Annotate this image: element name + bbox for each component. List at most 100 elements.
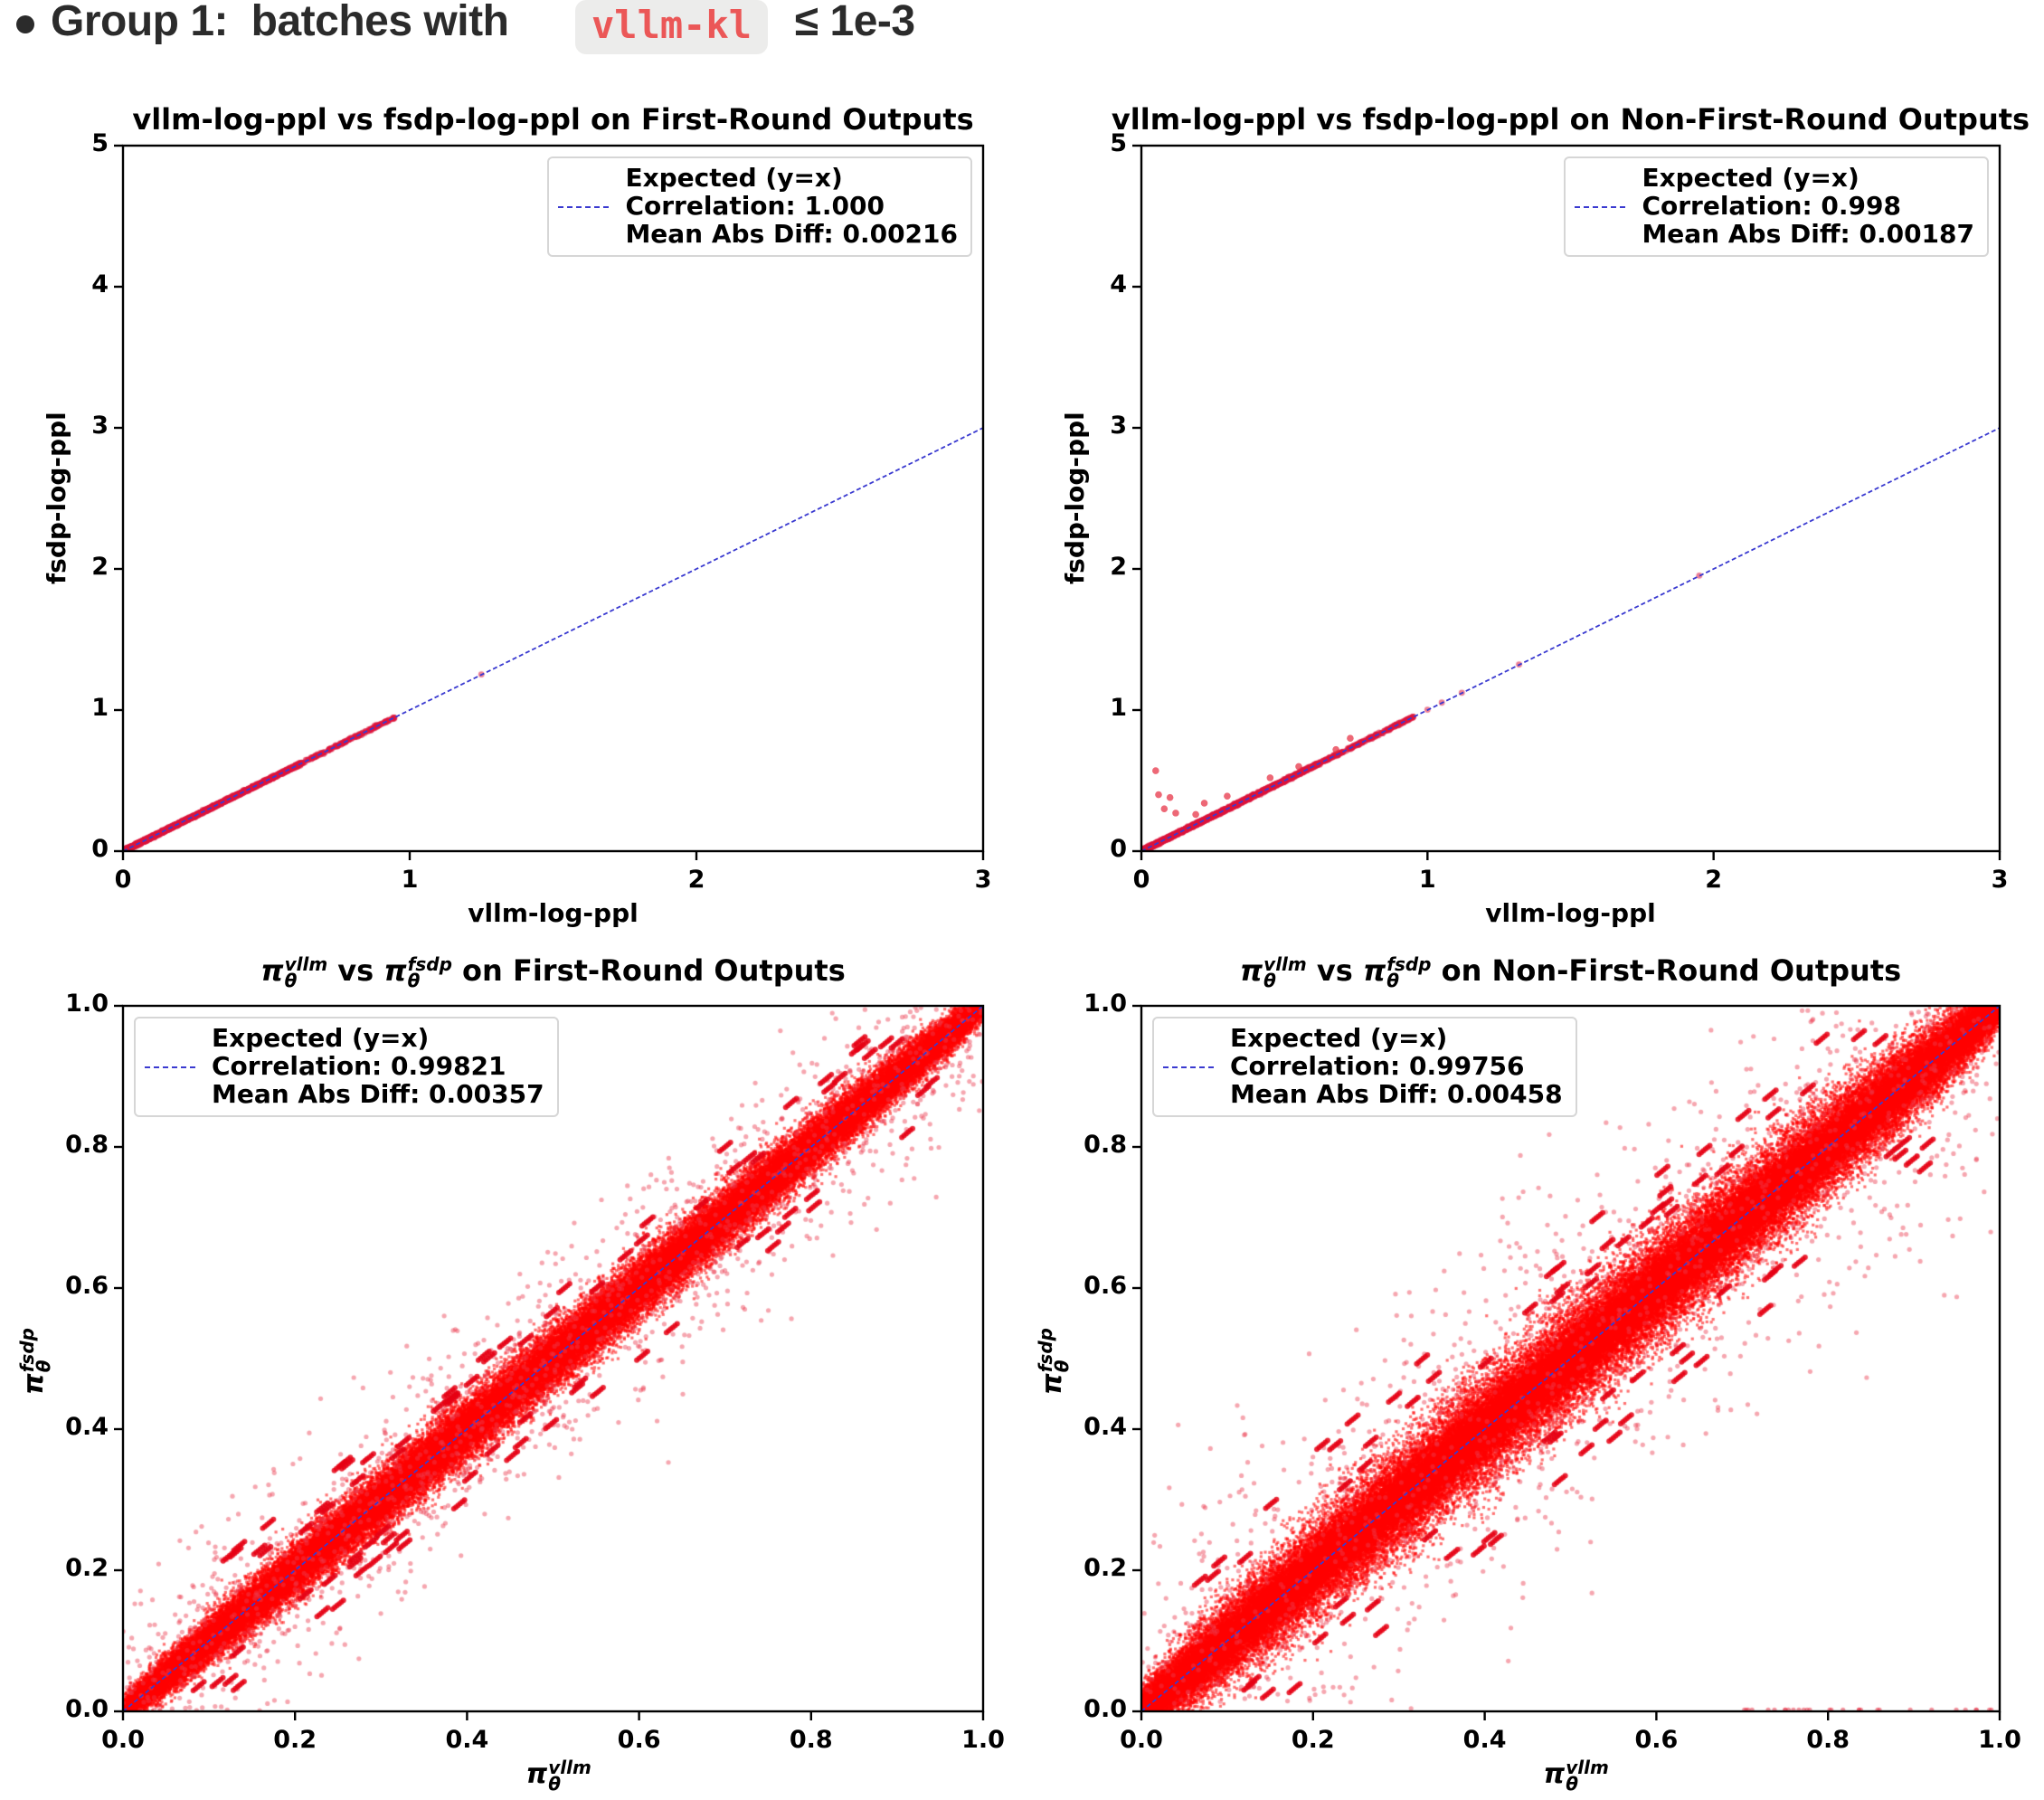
chart-ppl-first-round: 0 1 2 3 0 1 2 3 4 5 vllm-log-ppl vs fsdp-log-ppl o… [42,102,991,928]
math-subscript: θ [1386,970,1399,991]
x-tick-label: 0.6 [617,1726,661,1754]
legend-dashed-line-icon [1163,1066,1214,1068]
legend-entry: Mean Abs Diff: 0.00458 [1230,1079,1563,1109]
legend-entry: Expected (y=x) [1230,1023,1448,1053]
math-subscript: θ [548,1772,561,1795]
section-header: Group 1: batches with vllm-kl ≤ 1e-3 [0,0,2044,63]
math-pi: π [18,1373,50,1395]
y-axis-label: fsdp-log-ppl [1060,412,1090,584]
x-tick-label: 0.0 [101,1726,145,1754]
math-superscript: vllm [548,1756,591,1778]
x-tick-label: 0.6 [1634,1726,1679,1754]
bullet-dot-icon [16,15,34,33]
y-tick-label: 0.6 [65,1272,109,1300]
math-pi: π [1543,1758,1566,1790]
y-tick-label: 1 [1110,694,1127,722]
y-tick-label: 0 [91,835,109,863]
x-tick-label: 0.2 [1291,1726,1335,1754]
plot-frame [121,144,985,853]
x-tick-label: 0.8 [1806,1726,1850,1754]
x-tick-label: 1.0 [961,1726,1005,1754]
legend-entry: Expected (y=x) [212,1023,430,1053]
y-tick-label: 0.2 [65,1554,109,1582]
y-tick-label: 3 [1110,412,1127,440]
expected-reference-line [1140,1005,2001,1712]
y-axis-label: π fsdp θ [16,1328,54,1395]
chart-title: π vllm θ vs π fsdp θ on First-Round Outputs [260,953,845,991]
header-prefix: Group 1: batches with [51,0,521,45]
math-pi: π [1362,953,1386,988]
math-pi: π [1036,1373,1068,1395]
y-tick-label: 0.6 [1084,1272,1127,1300]
y-axis-label: fsdp-log-ppl [42,412,71,584]
chart-ppl-non-first-round: 0 1 2 3 0 1 2 3 4 5 vllm-log-ppl vs fsdp-log-ppl o… [1060,102,2030,928]
y-tick-label: 1.0 [65,990,109,1018]
y-tick-label: 4 [1110,270,1127,298]
scatter-outlier-point [1224,792,1231,800]
y-tick-label: 0.8 [1084,1131,1127,1159]
x-tick-label: 1.0 [1978,1726,2021,1754]
scatter-outlier-point [1200,800,1208,807]
y-tick-label: 3 [91,412,109,440]
x-tick-label: 2 [687,866,705,894]
chart-legend: Expected (y=x) Correlation: 0.99821 Mean A… [134,1017,559,1117]
legend-entry: Expected (y=x) [1642,163,1859,193]
legend-entry: Mean Abs Diff: 0.00357 [212,1079,544,1109]
y-tick-label: 0.4 [1084,1413,1127,1441]
legend-entry: Mean Abs Diff: 0.00216 [625,219,958,249]
scatter-outlier-point [1347,734,1354,742]
legend-entry: Correlation: 0.99756 [1230,1051,1525,1081]
y-tick-label: 5 [1110,129,1127,157]
chart-title: vllm-log-ppl vs fsdp-log-ppl on Non-Firs… [1111,102,2030,137]
inline-code-badge: vllm-kl [575,0,769,54]
math-superscript: fsdp [407,953,452,975]
math-superscript: vllm [1566,1756,1609,1778]
scatter-outlier-point [1160,805,1169,812]
scatter-outlier-point [1295,763,1302,771]
x-axis-label: vllm-log-ppl [1485,898,1656,928]
title-text: vs [1306,953,1363,988]
math-pi: π [1239,953,1263,988]
scatter-outlier-point [1332,745,1339,753]
x-tick-label: 2 [1705,866,1723,894]
math-pi: π [260,953,284,988]
y-tick-label: 0.4 [65,1413,109,1441]
x-tick-label: 0.2 [273,1726,317,1754]
y-tick-label: 0.2 [1084,1554,1127,1582]
title-text: on Non-First-Round Outputs [1431,953,1902,988]
math-superscript: vllm [1263,953,1307,975]
chart-legend: Expected (y=x) Correlation: 0.99756 Mean A… [1152,1017,1577,1117]
scatter-outlier-point [1152,767,1159,774]
x-tick-label: 0 [114,866,132,894]
y-tick-label: 0.0 [1084,1695,1127,1723]
legend-entry: Mean Abs Diff: 0.00187 [1642,219,1974,249]
math-subscript: θ [1566,1772,1578,1795]
header-suffix: ≤ 1e-3 [783,0,915,45]
legend-entry: Expected (y=x) [625,163,843,193]
chart-prob-first-round: 0.0 0.2 0.4 0.6 0.8 1.0 0.0 0.2 0.4 0.6 0.8 1.0 π vll… [16,953,1005,1793]
x-tick-label: 3 [974,866,992,894]
y-tick-label: 1.0 [1084,990,1127,1018]
chart-legend: Expected (y=x) Correlation: 0.998 Mean Abs… [1564,156,1989,257]
math-subscript: θ [1050,1359,1073,1373]
expected-reference-line [122,1005,984,1712]
math-superscript: vllm [284,953,328,975]
legend-entry: Correlation: 0.99821 [212,1051,506,1081]
x-axis-label: vllm-log-ppl [468,898,639,928]
y-axis-label: π fsdp θ [1035,1328,1073,1395]
x-tick-label: 0.4 [445,1726,489,1754]
x-tick-label: 1 [1418,866,1436,894]
math-subscript: θ [32,1359,54,1373]
legend-dashed-line-icon [1575,206,1626,208]
x-tick-label: 0 [1132,866,1150,894]
math-subscript: θ [1263,970,1276,991]
y-tick-label: 0.0 [65,1695,109,1723]
chart-axes-layer [114,1004,985,1720]
math-subscript: θ [284,970,298,991]
y-tick-label: 0 [1110,835,1127,863]
y-tick-label: 1 [91,694,109,722]
scatter-outlier-point [1155,791,1162,799]
expected-reference-line [1140,427,2001,852]
scatter-outlier-point [1172,810,1179,817]
plot-frame [1140,144,2001,853]
